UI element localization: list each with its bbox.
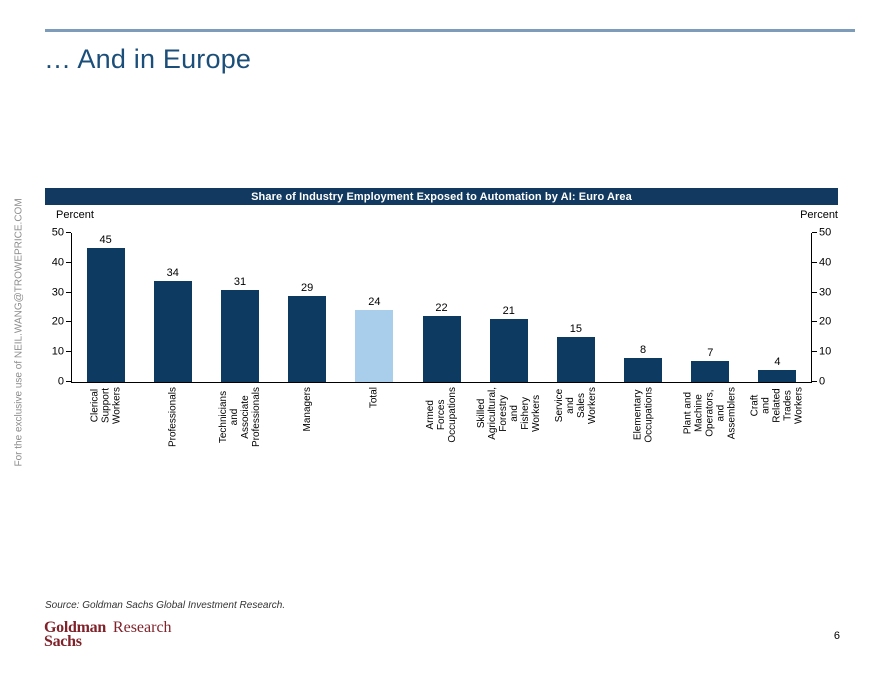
bar-value-label: 29	[301, 281, 314, 294]
chart-title-bar: Share of Industry Employment Exposed to …	[45, 188, 838, 205]
exclusive-use-watermark: For the exclusive use of NEIL.WANG@TROWE…	[13, 198, 25, 467]
bar-slot: 24 Total	[341, 233, 408, 408]
bar-value-label: 21	[502, 305, 515, 318]
y-tick-mark	[66, 232, 71, 233]
bar	[220, 289, 259, 382]
x-axis-label: Armed Forces Occupations	[425, 387, 459, 443]
y-tick-label: 20	[819, 315, 832, 328]
bar-value-label: 7	[707, 347, 714, 360]
y-tick-label: 10	[819, 345, 832, 358]
bar	[556, 337, 595, 382]
bar-slot: 34 Professionals	[139, 233, 206, 447]
x-axis-label: Professionals	[167, 387, 179, 448]
bar	[153, 280, 192, 382]
axis-unit-row: Percent Percent	[45, 209, 838, 222]
bar-chart: Share of Industry Employment Exposed to …	[45, 188, 838, 447]
source-note: Source: Goldman Sachs Global Investment …	[45, 600, 286, 611]
bar-value-label: 15	[569, 323, 583, 336]
bar	[691, 361, 730, 382]
y-axis-left: 0 10 20 30 40 50	[45, 227, 71, 387]
x-axis-label: Craft and Related Trades Workers	[749, 387, 805, 425]
logo-line-sachs: Sachs	[44, 633, 82, 650]
bar-slot: 4 Craft and Related Trades Workers	[744, 233, 811, 424]
y-tick-mark	[812, 351, 817, 353]
bar-slot: 45 Clerical Support Workers	[72, 233, 139, 424]
top-divider-rule	[45, 29, 855, 32]
y-tick-label: 40	[51, 256, 64, 269]
y-tick-mark	[66, 291, 71, 293]
y-tick-label: 20	[51, 315, 64, 328]
y-tick-mark	[66, 351, 71, 353]
bar-slot: 7 Plant and Machine Operators, and Assemb…	[677, 233, 744, 439]
y-tick-mark	[812, 321, 817, 323]
bar	[355, 310, 394, 382]
y-tick-mark	[812, 291, 817, 293]
x-axis-label: Service and Sales Workers	[553, 386, 598, 425]
y-tick-label: 10	[51, 345, 64, 358]
bar-value-label: 34	[166, 266, 179, 279]
bar-value-label: 45	[99, 233, 112, 246]
bar-slot: 29 Managers	[274, 233, 341, 431]
x-axis-label: Technicians and Associate Professionals	[217, 387, 262, 448]
logo-division-research: Research	[112, 619, 172, 636]
y-tick-mark	[812, 381, 817, 382]
bar-slot: 15 Service and Sales Workers	[542, 233, 609, 424]
bar-value-label: 8	[640, 344, 647, 357]
bar	[422, 316, 461, 382]
y-tick-label: 30	[51, 286, 64, 299]
bar-slot: 21 Skilled Agricultural, Forestry and Fis…	[475, 233, 542, 439]
bar-slot: 31 Technicians and Associate Professional…	[206, 233, 273, 447]
x-axis-label: Elementary Occupations	[632, 387, 655, 443]
y-tick-label: 50	[819, 226, 832, 239]
goldman-sachs-research-logo: Goldman Sachs Research	[44, 619, 172, 650]
y-tick-label: 40	[819, 256, 832, 269]
page-number: 6	[833, 630, 840, 642]
y-tick-label: 0	[57, 375, 64, 388]
bar-value-label: 4	[774, 356, 781, 369]
y-axis-right: 0 10 20 30 40 50	[812, 227, 838, 387]
plot-area: 0 10 20 30 40 50 45 Clerical Support Workers 34…	[45, 227, 838, 447]
x-axis-label: Managers	[301, 387, 313, 432]
bar-slot: 8 Elementary Occupations	[610, 233, 677, 443]
bar	[86, 247, 125, 382]
bars-area: 45 Clerical Support Workers 34 Professional…	[66, 232, 817, 447]
bar-value-label: 31	[233, 275, 247, 288]
bar-value-label: 22	[435, 302, 448, 315]
right-axis-unit-label: Percent	[800, 209, 838, 221]
y-tick-mark	[812, 261, 817, 263]
x-axis-label: Plant and Machine Operators, and Assembl…	[682, 386, 738, 440]
bar-value-label: 24	[368, 296, 381, 309]
page-title: … And in Europe	[44, 44, 252, 74]
bar	[288, 295, 327, 382]
logo-wordmark: Goldman Sachs	[44, 619, 106, 650]
x-axis-label: Total	[368, 387, 380, 409]
y-tick-label: 30	[819, 286, 832, 299]
bar	[489, 319, 528, 382]
x-axis-label: Clerical Support Workers	[89, 387, 123, 425]
y-tick-mark	[812, 232, 817, 233]
y-tick-label: 50	[51, 226, 64, 239]
y-tick-mark	[66, 261, 71, 263]
logo-line-goldman: Goldman	[44, 619, 106, 636]
y-tick-label: 0	[819, 375, 826, 388]
y-tick-mark	[66, 321, 71, 323]
bar-slot: 22 Armed Forces Occupations	[408, 233, 475, 443]
x-axis-label: Skilled Agricultural, Forestry and Fishe…	[475, 386, 542, 440]
bar	[624, 358, 663, 382]
bar	[758, 370, 797, 382]
left-axis-unit-label: Percent	[56, 209, 94, 221]
y-tick-mark	[66, 381, 71, 382]
